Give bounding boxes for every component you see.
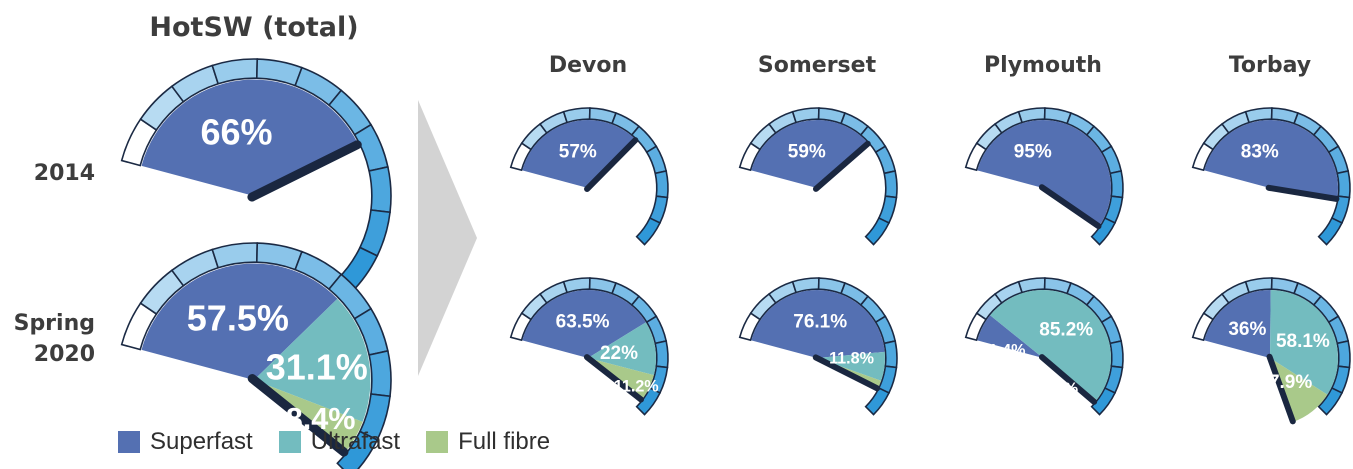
torbay-2020-segment-ultrafast [1270,290,1339,395]
torbay-2020-scale-tick [1317,386,1344,416]
plymouth-2014-label-superfast: 95% [1014,141,1052,162]
flow-arrow-separator [418,100,477,376]
plymouth-2014-scale-tick [1109,170,1124,199]
somerset-2020-needle [812,354,881,392]
row-label-spring: Spring [14,311,95,336]
somerset-2014-scale-tick [874,145,897,175]
chart-title-hotsw-total: HotSW (total) [149,12,358,43]
somerset-2014-needle [812,140,871,192]
torbay-2014-label-superfast: 83% [1241,141,1279,162]
torbay-2014-scale-tick [1317,216,1344,246]
legend-swatch-full-fibre [426,431,449,453]
legend-item-full-fibre: Full fibre [426,428,550,456]
hotsw-total-2020-scale-tick [368,349,392,398]
devon-2020-segment-ultrafast [588,322,656,376]
plymouth-2020-segment-ultrafast [990,290,1111,400]
hotsw-total-2020-label-superfast: 57.5% [187,298,289,339]
somerset-2020-scale-tick [883,340,898,369]
legend-swatch-ultrafast [278,431,301,453]
plymouth-2014-segment-superfast [977,120,1111,227]
hotsw-total-2014-needle [247,140,362,202]
legend-label-superfast: Superfast [150,428,253,455]
somerset-2014-scale-tick [864,216,891,246]
devon-2020-label-superfast: 63.5% [556,312,610,333]
devon-2014-segment-superfast [522,120,636,188]
somerset-2014-scale-tick [883,170,898,199]
torbay-2020-label-full_fibre: 17.9% [1258,372,1312,393]
chart-title-plymouth: Plymouth [984,53,1102,78]
legend-item-ultrafast: Ultrafast [278,428,401,456]
legend: Superfast Ultrafast Full fibre [118,428,576,456]
chart-title-devon: Devon [549,53,627,78]
hotsw-total-2020-scale-tick [336,430,379,469]
plymouth-2020-label-superfast: 11.4% [981,341,1026,359]
hotsw-total-2014-label-superfast: 66% [201,112,273,153]
torbay-2020-needle [1266,353,1296,425]
gauges-layer: HotSW (total) 66% 57.5% 31.1% 8.4% Devon 57% 63… [120,12,1351,469]
chart-title-somerset: Somerset [758,53,877,78]
devon-2014-label-superfast: 57% [559,141,597,162]
row-label-2020: 2020 [34,342,95,367]
plymouth-2020-scale-tick [1090,386,1117,416]
legend-label-ultrafast: Ultrafast [310,428,401,455]
row-label-2014: 2014 [34,161,95,186]
torbay-2014-scale-tick [1336,170,1351,199]
somerset-2014-label-superfast: 59% [788,141,826,162]
devon-2014-scale-tick [654,170,669,199]
plymouth-2020-label-full_fibre: 1.3% [1041,380,1078,398]
plymouth-2014-needle [1038,184,1102,230]
torbay-2020-scale-tick [1336,340,1351,369]
plymouth-2020-scale-tick [1109,340,1124,369]
somerset-2014-segment-superfast [751,119,869,188]
torbay-2020-segment-full_fibre [1270,358,1328,422]
plymouth-2020-segment-superfast [977,315,1043,358]
devon-2014-scale-tick [645,145,668,175]
torbay-2014-needle [1265,184,1340,202]
hotsw-total-2014-scale-tick [368,165,392,214]
somerset-2020-scale-tick [864,386,891,416]
torbay-2014-segment-superfast [1204,119,1338,199]
hotsw-total-2020-label-ultrafast: 31.1% [266,347,368,388]
plymouth-2014-scale-tick [1090,216,1117,246]
somerset-2020-label-superfast: 76.1% [793,311,847,332]
somerset-2020-label-full_fibre: 3.4% [812,373,849,391]
torbay-2020-label-superfast: 36% [1228,319,1266,340]
legend-item-superfast: Superfast [118,428,253,456]
hotsw-total-2020-segment-superfast [141,263,338,380]
devon-2014-needle [584,137,639,192]
plymouth-2020-needle [1038,354,1098,405]
devon-2020-scale-tick [654,340,669,369]
hotsw-total-2020-needle [247,374,349,457]
hotsw-total-2020-label-full_fibre: 8.4% [286,402,356,436]
devon-2020-scale-tick [635,386,662,416]
torbay-2020-segment-superfast [1204,289,1271,358]
devon-2020-needle [583,354,644,403]
legend-label-full-fibre: Full fibre [458,428,551,455]
torbay-2020-label-ultrafast: 58.1% [1276,331,1330,352]
legend-swatch-superfast [118,431,140,453]
devon-2020-segment-superfast [522,289,646,358]
somerset-2020-label-ultrafast: 11.8% [829,349,874,367]
devon-2014-scale-tick [635,216,662,246]
devon-2020-label-ultrafast: 22% [600,343,638,364]
devon-2020-label-full_fibre: 11.2% [614,378,659,396]
somerset-2020-segment-superfast [751,289,885,358]
chart-title-torbay: Torbay [1229,53,1311,78]
hotsw-total-2020-segment-ultrafast [254,298,371,422]
somerset-2020-segment-ultrafast [817,351,885,381]
plymouth-2020-label-ultrafast: 85.2% [1039,319,1093,340]
